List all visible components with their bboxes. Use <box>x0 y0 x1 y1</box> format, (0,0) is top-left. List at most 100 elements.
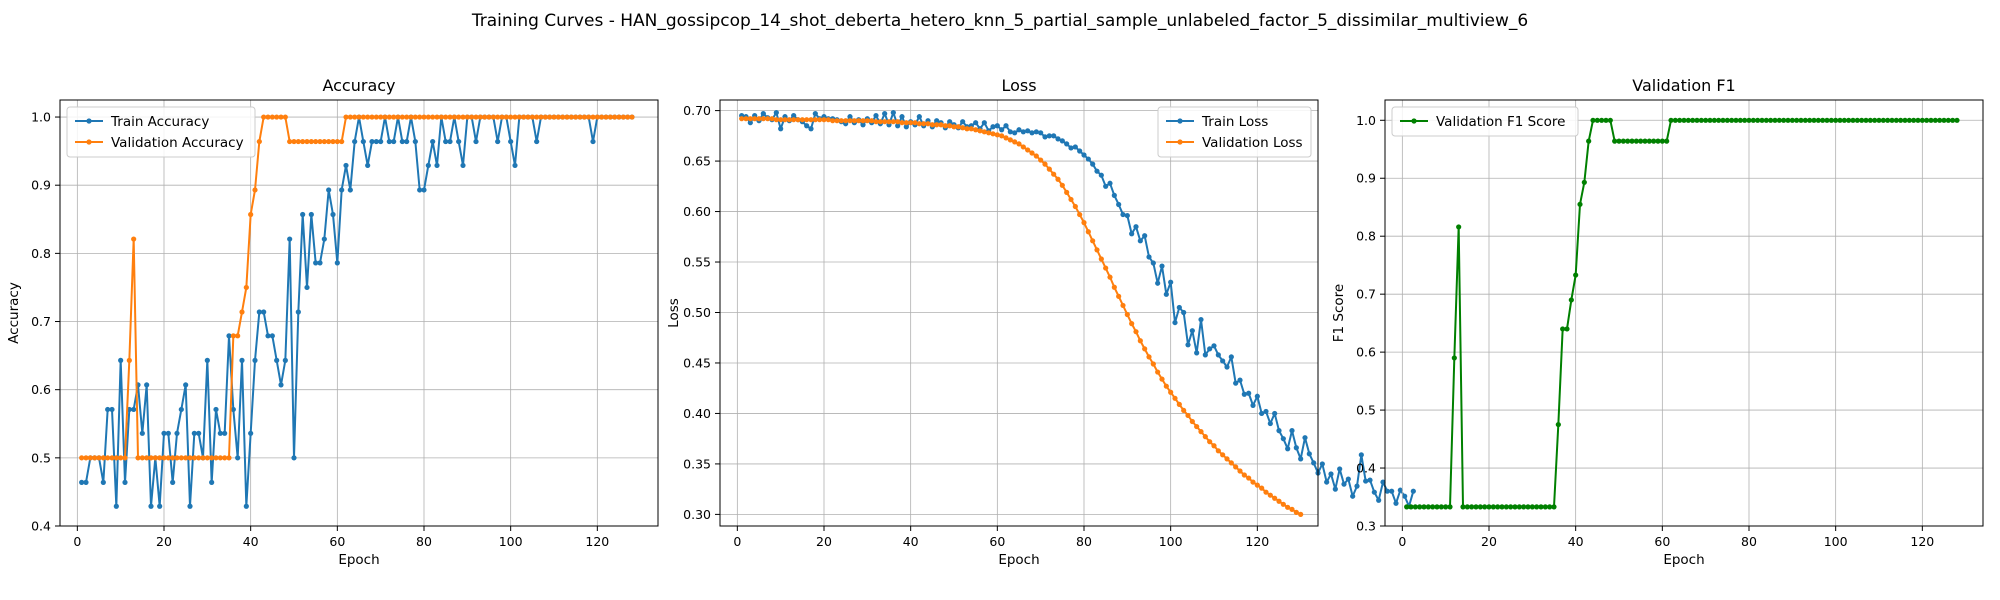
data-point <box>1055 176 1061 182</box>
data-point <box>404 114 410 120</box>
data-point <box>1880 117 1886 123</box>
data-point <box>977 128 983 134</box>
data-point <box>1380 479 1386 485</box>
data-point <box>934 118 940 124</box>
data-point <box>1711 117 1717 123</box>
data-point <box>912 120 918 126</box>
data-point <box>1168 279 1174 285</box>
data-point <box>1267 492 1273 498</box>
data-point <box>1293 509 1299 515</box>
data-point <box>1233 464 1239 470</box>
data-point <box>113 455 119 461</box>
data-point <box>1525 504 1531 510</box>
data-point <box>1376 497 1382 503</box>
data-point <box>464 114 470 120</box>
chart-title: Validation F1 <box>1632 76 1735 95</box>
data-point <box>1898 117 1904 123</box>
data-point <box>369 138 375 145</box>
data-point <box>1163 383 1169 389</box>
data-point <box>178 455 184 461</box>
data-point <box>873 113 879 119</box>
data-point <box>274 114 280 120</box>
plot-frame <box>719 99 1319 527</box>
data-point <box>1941 117 1947 123</box>
data-point <box>1586 138 1592 144</box>
data-point <box>938 122 944 128</box>
data-point <box>999 133 1005 139</box>
data-point <box>1581 179 1587 185</box>
data-point <box>1677 117 1683 123</box>
x-tick-label: 100 <box>499 534 523 549</box>
data-point <box>135 455 141 461</box>
data-point <box>1720 117 1726 123</box>
data-point <box>1246 390 1252 396</box>
data-point <box>1194 350 1200 356</box>
data-point <box>1085 156 1091 162</box>
data-point <box>495 138 501 145</box>
data-point <box>239 309 245 315</box>
data-point <box>960 119 966 125</box>
data-point <box>577 114 583 120</box>
data-point <box>1285 446 1291 452</box>
data-point <box>1477 504 1483 510</box>
data-point <box>261 309 267 315</box>
data-point <box>1651 138 1657 144</box>
data-point <box>1155 280 1161 286</box>
data-point <box>1438 504 1444 510</box>
data-point <box>599 114 605 120</box>
data-point <box>1538 504 1544 510</box>
data-point <box>1672 117 1678 123</box>
data-point <box>1872 117 1878 123</box>
data-point <box>1668 117 1674 123</box>
data-point <box>747 116 753 122</box>
data-point <box>516 114 522 120</box>
data-point <box>594 114 600 120</box>
data-point <box>612 114 618 120</box>
data-point <box>847 114 853 120</box>
data-point <box>1772 117 1778 123</box>
data-point <box>1142 346 1148 352</box>
data-point <box>399 114 405 120</box>
data-point <box>261 114 267 120</box>
data-point <box>1068 145 1074 151</box>
data-point <box>287 236 293 242</box>
data-point <box>1937 117 1943 123</box>
data-point <box>434 162 440 169</box>
data-point <box>378 114 384 120</box>
data-point <box>183 382 189 388</box>
y-tick-label: 0.60 <box>683 204 711 219</box>
legend-label: Validation Loss <box>1202 135 1303 151</box>
y-tick-label: 1.0 <box>31 110 51 125</box>
data-point <box>131 406 137 413</box>
data-point <box>1612 138 1618 144</box>
data-point <box>1659 138 1665 144</box>
data-point <box>1181 407 1187 414</box>
data-point <box>378 138 384 145</box>
data-point <box>1820 117 1826 123</box>
data-point <box>1046 166 1052 172</box>
data-point <box>139 430 145 436</box>
data-point <box>1384 488 1390 494</box>
data-point <box>187 503 193 509</box>
chart-panels: 0 20 40 60 80 100 120 0.4 0.5 0.6 0.7 0.8 0.9 1.0 Accu… <box>6 76 1984 568</box>
data-point <box>955 124 961 130</box>
data-point <box>778 126 784 132</box>
data-point <box>113 503 119 509</box>
data-point <box>512 162 518 169</box>
data-point <box>1146 354 1152 360</box>
data-point <box>304 138 310 145</box>
data-point <box>1902 117 1908 123</box>
data-point <box>183 455 189 461</box>
data-point <box>994 123 1000 129</box>
data-point <box>1859 117 1865 123</box>
data-point <box>1059 182 1065 188</box>
data-point <box>1059 138 1065 144</box>
data-point <box>317 138 323 145</box>
data-point <box>1633 138 1639 144</box>
data-point <box>235 333 241 339</box>
grid-lines <box>1385 100 1983 527</box>
data-point <box>1807 117 1813 123</box>
data-point <box>1077 211 1083 218</box>
data-point <box>1841 117 1847 123</box>
data-point <box>421 187 427 193</box>
